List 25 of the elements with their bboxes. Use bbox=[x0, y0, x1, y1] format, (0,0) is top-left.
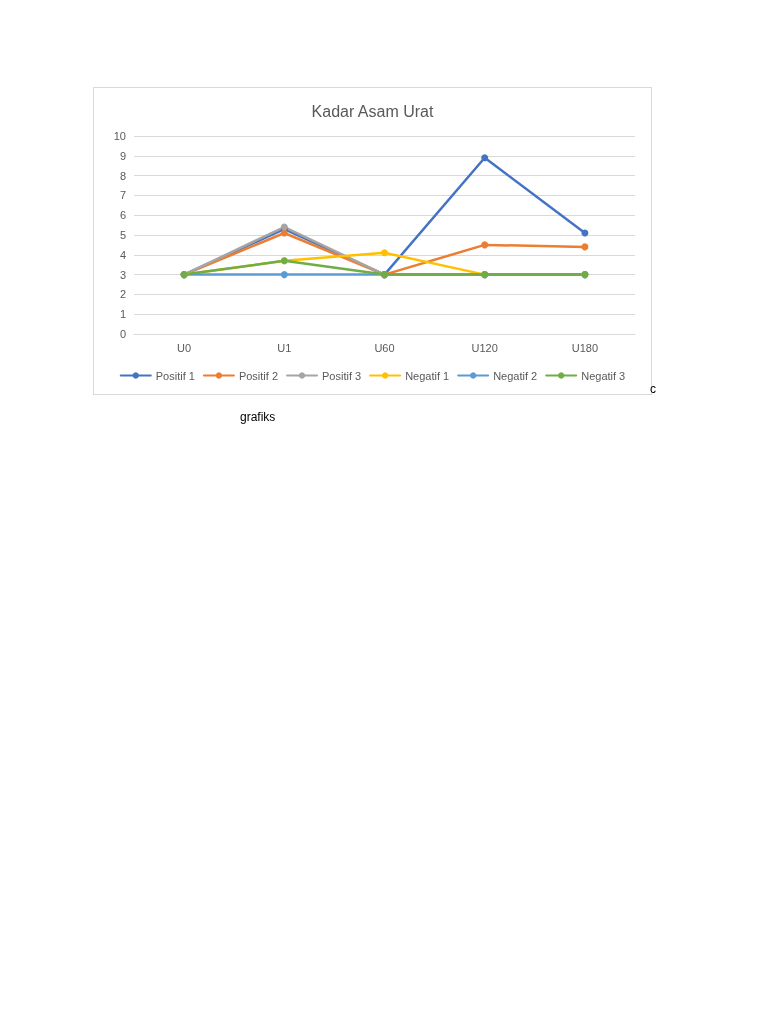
y-tick-label: 7 bbox=[119, 189, 126, 202]
legend-label: Negatif 3 bbox=[581, 369, 626, 382]
y-tick-label: 1 bbox=[119, 308, 126, 321]
text: grafiks bbox=[240, 410, 276, 424]
x-tick-label: U1 bbox=[277, 341, 292, 354]
legend-label: Positif 1 bbox=[155, 369, 195, 382]
y-tick-label: 0 bbox=[119, 328, 126, 340]
legend-label: Positif 3 bbox=[322, 369, 362, 382]
legend-label: Negatif 2 bbox=[493, 369, 538, 382]
x-tick-label: U0 bbox=[177, 341, 192, 354]
x-tick-label: U120 bbox=[471, 341, 498, 354]
x-tick-label: U60 bbox=[374, 341, 395, 354]
y-tick-label: 2 bbox=[119, 288, 126, 301]
y-tick-label: 6 bbox=[119, 209, 126, 222]
y-tick-label: 9 bbox=[119, 149, 126, 162]
y-tick-label: 4 bbox=[119, 248, 126, 261]
x-tick-label: U180 bbox=[571, 341, 599, 354]
legend-label: Negatif 1 bbox=[405, 369, 450, 382]
y-tick-label: 5 bbox=[119, 229, 126, 241]
legend-label: Positif 2 bbox=[238, 369, 279, 382]
text: c bbox=[650, 382, 656, 396]
y-tick-label: 10 bbox=[113, 130, 126, 142]
chart-title: Kadar Asam Urat bbox=[311, 102, 434, 120]
y-tick-label: 3 bbox=[119, 268, 126, 281]
y-tick-label: 8 bbox=[119, 169, 126, 182]
